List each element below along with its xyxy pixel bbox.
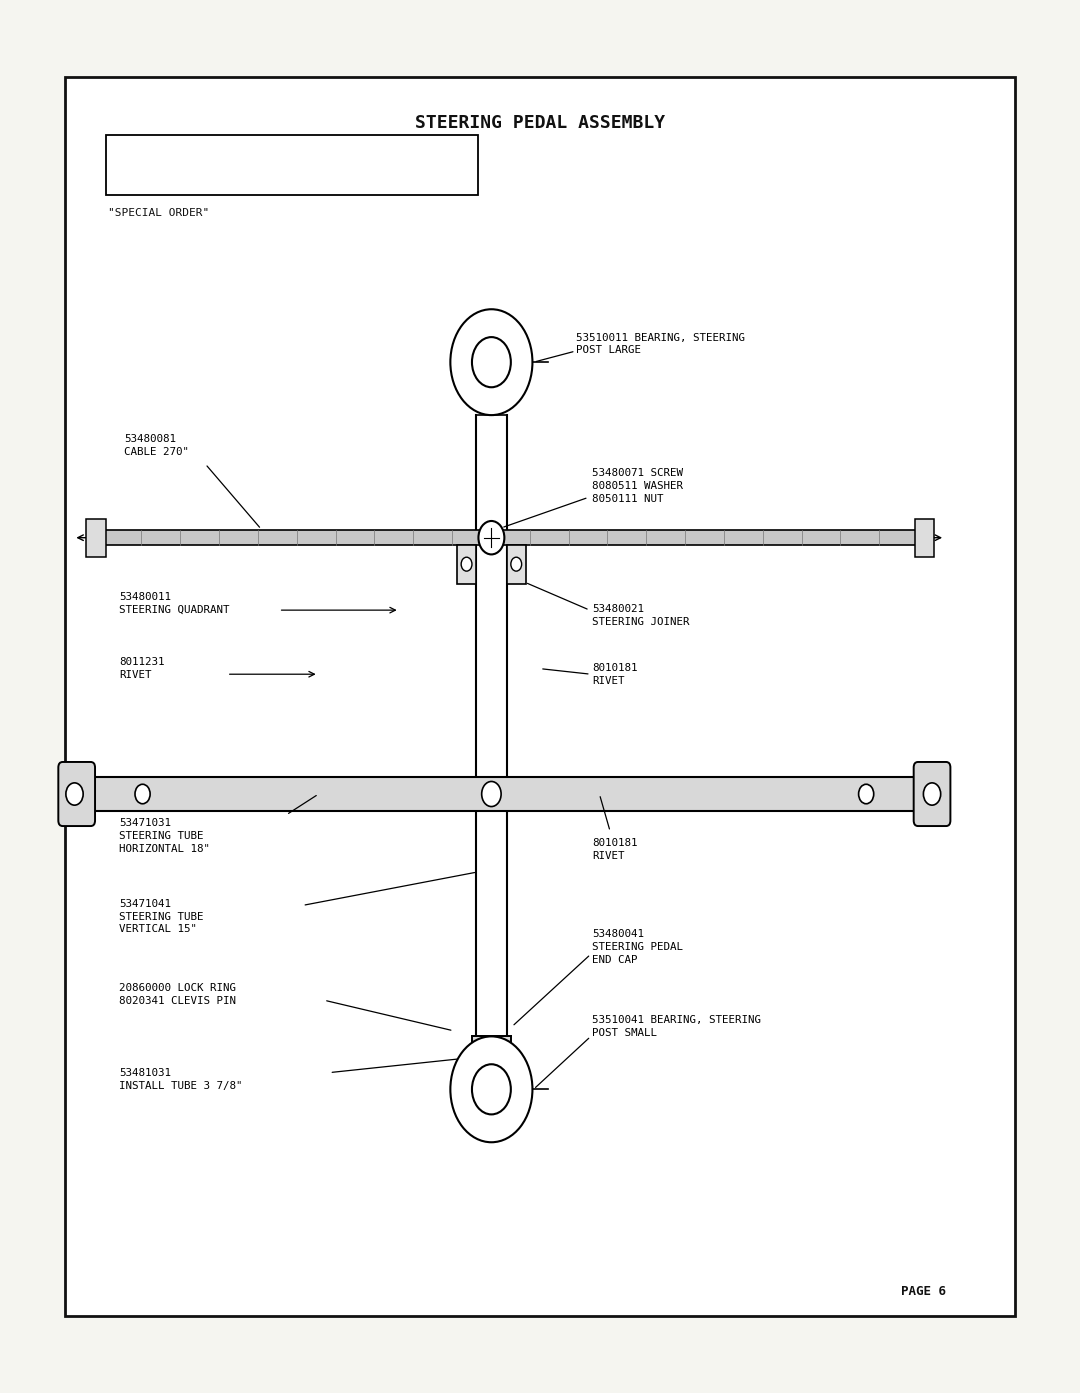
Text: 53471041
STEERING TUBE
VERTICAL 15": 53471041 STEERING TUBE VERTICAL 15" bbox=[119, 898, 203, 935]
Bar bbox=[86, 518, 106, 556]
Text: STEERING PEDAL ASSEMBLY: STEERING PEDAL ASSEMBLY bbox=[116, 184, 271, 195]
Text: 53480021
STEERING JOINER: 53480021 STEERING JOINER bbox=[592, 605, 689, 627]
Circle shape bbox=[135, 784, 150, 804]
Text: 53481011: 53481011 bbox=[116, 169, 170, 180]
Bar bbox=[65, 77, 1015, 1316]
Bar bbox=[457, 545, 476, 584]
Text: 8010181
RIVET: 8010181 RIVET bbox=[592, 663, 637, 685]
Circle shape bbox=[472, 337, 511, 387]
Circle shape bbox=[511, 557, 522, 571]
Circle shape bbox=[461, 557, 472, 571]
Bar bbox=[915, 518, 934, 556]
Text: 53510041 BEARING, STEERING
POST SMALL: 53510041 BEARING, STEERING POST SMALL bbox=[592, 1015, 760, 1038]
Bar bbox=[97, 529, 923, 545]
Bar bbox=[472, 1036, 511, 1067]
Circle shape bbox=[859, 784, 874, 804]
Text: 20860000 LOCK RING
8020341 CLEVIS PIN: 20860000 LOCK RING 8020341 CLEVIS PIN bbox=[119, 983, 235, 1006]
Text: STEERING PEDAL ASSEMBLY: STEERING PEDAL ASSEMBLY bbox=[415, 114, 665, 131]
Bar bbox=[507, 545, 526, 584]
Text: 53510011 BEARING, STEERING
POST LARGE: 53510011 BEARING, STEERING POST LARGE bbox=[576, 333, 744, 355]
FancyBboxPatch shape bbox=[58, 762, 95, 826]
Bar bbox=[106, 135, 478, 195]
FancyBboxPatch shape bbox=[914, 762, 950, 826]
Circle shape bbox=[923, 783, 941, 805]
Bar bbox=[89, 777, 920, 811]
Text: 8010181
RIVET: 8010181 RIVET bbox=[592, 839, 637, 861]
Text: 53480081
CABLE 270": 53480081 CABLE 270" bbox=[124, 435, 189, 457]
Text: 53480011
STEERING QUADRANT: 53480011 STEERING QUADRANT bbox=[119, 592, 229, 614]
Circle shape bbox=[478, 521, 504, 554]
Text: 53481031
INSTALL TUBE 3 7/8": 53481031 INSTALL TUBE 3 7/8" bbox=[119, 1068, 242, 1091]
Circle shape bbox=[472, 1064, 511, 1114]
Circle shape bbox=[66, 783, 83, 805]
Text: 53471031
STEERING TUBE
HORIZONTAL 18": 53471031 STEERING TUBE HORIZONTAL 18" bbox=[119, 818, 210, 854]
Text: "SPECIAL ORDER": "SPECIAL ORDER" bbox=[108, 208, 210, 219]
Text: 53480041
STEERING PEDAL
END CAP: 53480041 STEERING PEDAL END CAP bbox=[592, 929, 683, 965]
Text: 53480071 SCREW
8080511 WASHER
8050111 NUT: 53480071 SCREW 8080511 WASHER 8050111 NU… bbox=[592, 468, 683, 504]
Circle shape bbox=[450, 309, 532, 415]
Circle shape bbox=[450, 1036, 532, 1142]
Text: 8011231
RIVET: 8011231 RIVET bbox=[119, 657, 164, 680]
Circle shape bbox=[482, 781, 501, 807]
Text: PAGE 6: PAGE 6 bbox=[901, 1284, 946, 1298]
